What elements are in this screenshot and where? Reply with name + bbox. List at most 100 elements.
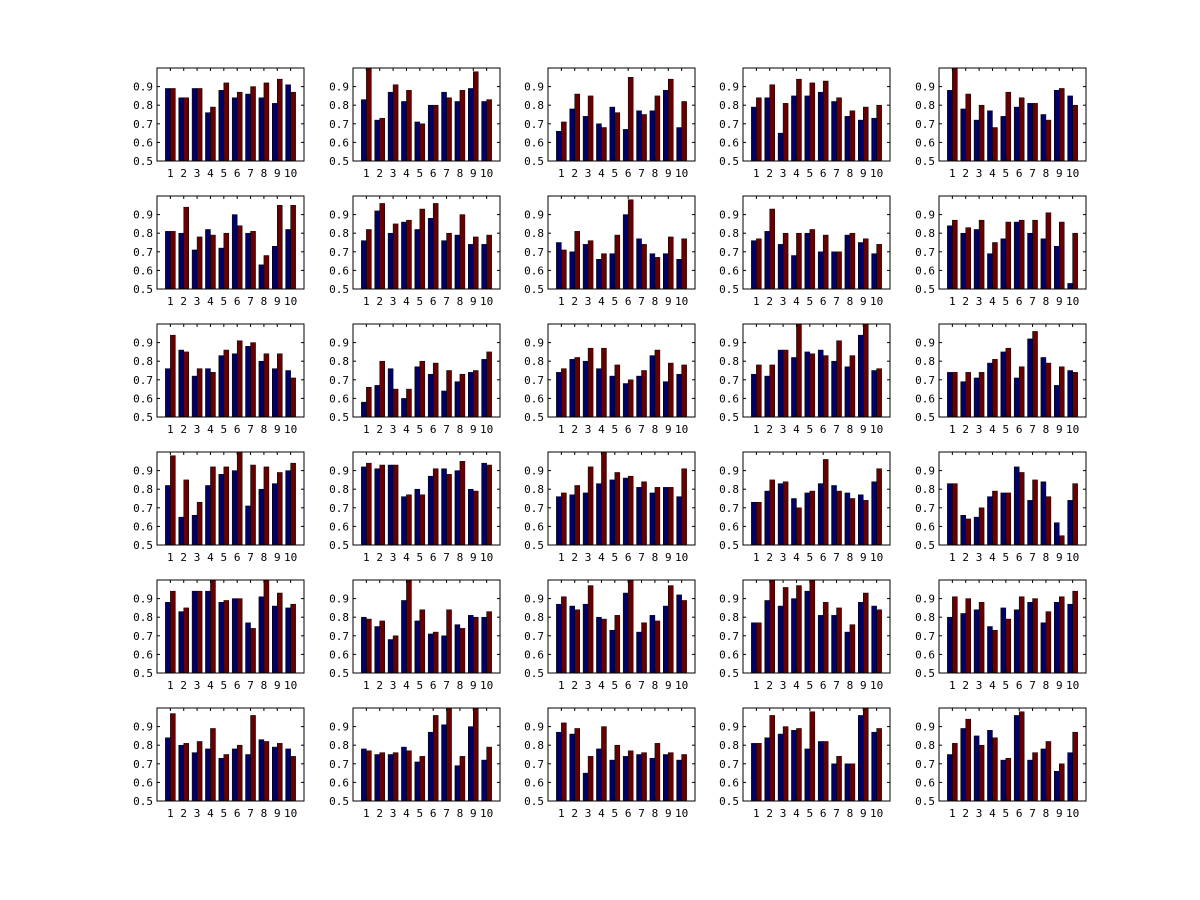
bar-s2-x1 [756, 97, 762, 162]
y-tick-label: 0.9 [329, 465, 349, 478]
bar-s2-x3 [392, 388, 399, 418]
bar-s2-x10 [486, 99, 492, 162]
panel-3: 0.5 0.6 0.7 0.8 0.9 1 2 3 4 5 6 7 8 9 10 [524, 67, 696, 180]
y-tick-label: 0.8 [524, 99, 544, 112]
y-tick-label: 0.6 [719, 136, 739, 149]
y-tick-label: 0.8 [133, 739, 153, 752]
bar-s1-x2 [178, 97, 184, 162]
bar-s2-x7 [641, 370, 647, 418]
y-tick-label: 0.5 [133, 411, 153, 424]
bar-s2-x1 [366, 229, 372, 290]
x-tick-label: 4 [403, 423, 410, 436]
x-tick-label: 1 [753, 807, 760, 820]
x-tick-label: 7 [443, 679, 450, 692]
bar-s1-x5 [804, 748, 811, 802]
bar-s2-x8 [1045, 212, 1052, 290]
bar-s1-x5 [414, 366, 421, 418]
x-tick-label: 2 [180, 551, 187, 564]
bar-s1-x7 [636, 487, 642, 546]
x-tick-label: 10 [1066, 551, 1079, 564]
bar-s1-x9 [272, 245, 278, 290]
bar-s1-x5 [414, 620, 421, 674]
bar-s2-x3 [196, 590, 203, 674]
x-tick-label: 2 [571, 679, 578, 692]
bar-s2-x1 [561, 596, 567, 674]
x-tick-label: 3 [194, 551, 201, 564]
bar-s2-x10 [1072, 731, 1078, 802]
x-tick-label: 10 [870, 167, 883, 180]
x-tick-label: 2 [376, 551, 383, 564]
bar-s2-x6 [1018, 366, 1025, 418]
axes-frame [742, 579, 891, 674]
x-tick-label: 5 [221, 679, 228, 692]
bar-s1-x2 [569, 733, 575, 802]
x-tick-label: 9 [1056, 295, 1063, 308]
x-tick-label: 8 [1043, 167, 1050, 180]
x-tick-label: 2 [766, 807, 773, 820]
bar-s2-x10 [486, 746, 492, 802]
bar-s1-x1 [165, 368, 171, 418]
bar-s2-x1 [952, 483, 958, 546]
y-tick-label: 0.9 [329, 337, 349, 350]
bar-s2-x2 [379, 620, 385, 674]
bar-s1-x1 [361, 99, 367, 162]
bar-s2-x4 [601, 618, 607, 674]
x-tick-label: 2 [571, 423, 578, 436]
panel-21: 0.5 0.6 0.7 0.8 0.9 1 2 3 4 5 6 7 8 9 10 [133, 579, 305, 692]
y-tick-label: 0.9 [133, 721, 153, 734]
bar-s1-x10 [871, 605, 877, 674]
y-tick-label: 0.8 [133, 483, 153, 496]
x-tick-label: 4 [598, 551, 605, 564]
y-tick-label: 0.7 [329, 246, 349, 259]
x-tick-label: 8 [457, 167, 464, 180]
x-tick-label: 4 [793, 167, 800, 180]
x-tick-label: 9 [470, 423, 477, 436]
bar-s2-x6 [1018, 596, 1025, 674]
bar-s2-x8 [1045, 119, 1052, 162]
bar-s1-x10 [481, 759, 487, 802]
bar-s2-x6 [1018, 97, 1025, 162]
x-tick-label: 2 [376, 295, 383, 308]
y-tick-label: 0.8 [524, 355, 544, 368]
x-tick-label: 7 [1029, 167, 1036, 180]
axes-frame [547, 195, 696, 290]
bar-s2-x5 [419, 208, 426, 290]
y-tick-label: 0.5 [915, 539, 935, 552]
y-tick-label: 0.9 [915, 721, 935, 734]
bar-s1-x6 [817, 483, 824, 546]
bar-s2-x7 [446, 707, 452, 802]
bar-s1-x2 [569, 605, 575, 674]
bar-s2-x8 [263, 255, 270, 290]
bar-s2-x9 [277, 472, 283, 546]
bar-s1-x2 [960, 728, 966, 802]
bar-s2-x10 [1072, 372, 1078, 418]
bar-s1-x9 [858, 602, 864, 674]
bar-s1-x1 [947, 90, 953, 162]
bar-s1-x10 [871, 253, 877, 290]
bar-s2-x4 [992, 737, 998, 802]
x-tick-label: 9 [665, 167, 672, 180]
bar-s2-x4 [406, 579, 412, 674]
bar-s1-x8 [1040, 357, 1047, 418]
bar-s1-x1 [165, 231, 171, 290]
bar-s1-x10 [1067, 752, 1073, 802]
bar-s2-x8 [654, 95, 661, 162]
axes-frame [156, 67, 305, 162]
bar-s2-x5 [614, 234, 621, 290]
bar-s2-x8 [849, 498, 856, 546]
x-tick-label: 4 [207, 295, 214, 308]
bar-s2-x9 [473, 236, 479, 290]
y-tick-label: 0.6 [915, 392, 935, 405]
y-tick-label: 0.9 [133, 81, 153, 94]
y-tick-label: 0.5 [719, 667, 739, 680]
bar-s2-x9 [473, 71, 479, 162]
y-tick-label: 0.7 [133, 758, 153, 771]
bar-s2-x9 [863, 106, 869, 162]
axes-frame [547, 579, 696, 674]
bar-s1-x7 [441, 635, 447, 674]
bar-s1-x10 [676, 373, 682, 418]
bar-s1-x6 [427, 373, 434, 418]
bar-s2-x3 [587, 95, 594, 162]
axes-frame [352, 451, 501, 546]
bar-s2-x7 [446, 609, 452, 674]
